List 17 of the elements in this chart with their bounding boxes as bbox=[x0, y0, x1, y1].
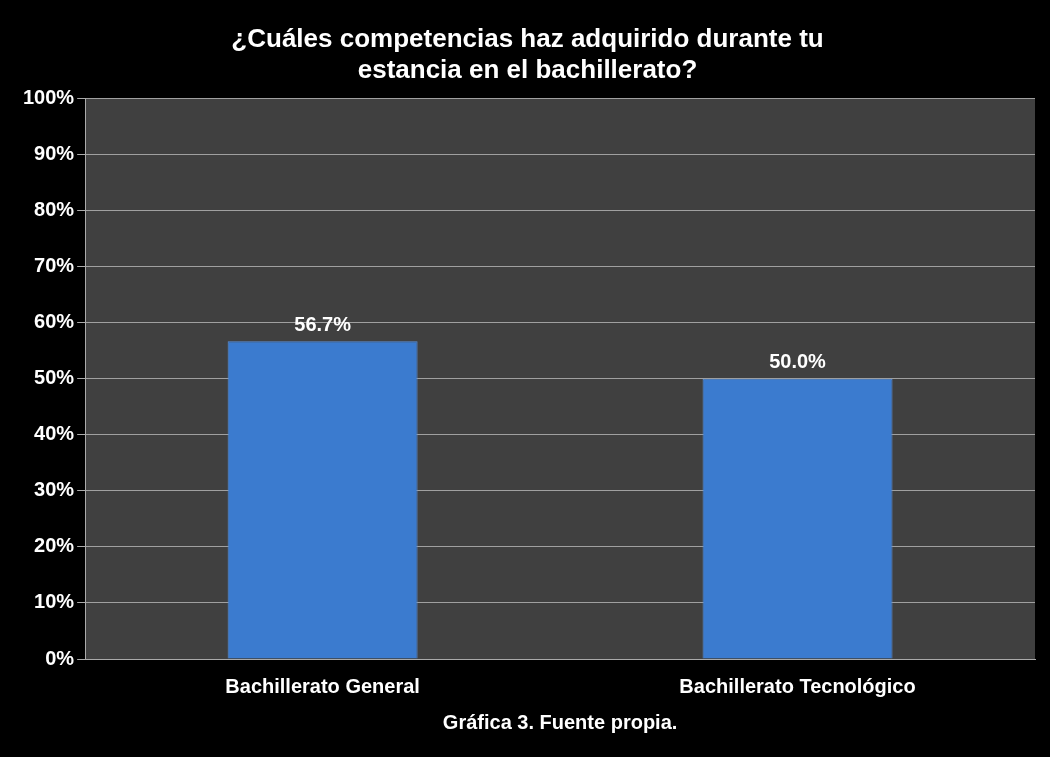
y-tick-label: 10% bbox=[34, 590, 75, 613]
data-label: 50.0% bbox=[769, 350, 827, 373]
y-tick-label: 70% bbox=[34, 254, 75, 277]
y-tick-label: 80% bbox=[34, 198, 75, 221]
x-tick-label: Bachillerato Tecnológico bbox=[679, 674, 916, 697]
y-tick-label: 60% bbox=[34, 310, 75, 333]
y-tick-label: 50% bbox=[34, 366, 75, 389]
chart-title: ¿Cuáles competencias haz adquirido durante tu estancia en el bachillerato? bbox=[231, 22, 824, 84]
y-tick-label: 40% bbox=[34, 422, 75, 445]
y-tick-label: 0% bbox=[45, 646, 75, 669]
y-tick-label: 100% bbox=[23, 85, 75, 108]
text: Gráfica 3. Fuente propia. bbox=[442, 710, 678, 733]
x-tick-label: Bachillerato General bbox=[225, 674, 420, 697]
y-tick-label: 30% bbox=[34, 478, 75, 501]
y-tick-label: 20% bbox=[34, 534, 75, 557]
y-tick-label: 90% bbox=[34, 141, 75, 164]
data-label: 56.7% bbox=[294, 312, 352, 335]
